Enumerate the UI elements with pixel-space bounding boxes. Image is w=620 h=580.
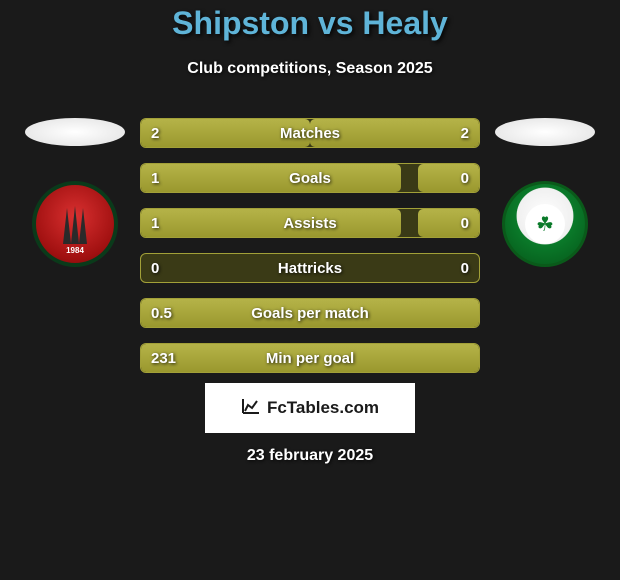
stat-value-right: 2 (461, 125, 469, 142)
date-label: 23 february 2025 (0, 447, 620, 465)
stat-fill-right (418, 164, 479, 192)
stat-value-left: 1 (151, 215, 159, 232)
stat-bar: 1 Goals 0 (140, 163, 480, 193)
stat-value-left: 0 (151, 260, 159, 277)
stat-bar: 2 Matches 2 (140, 118, 480, 148)
subtitle: Club competitions, Season 2025 (0, 60, 620, 78)
badge-text: 1984 (66, 246, 84, 255)
stat-label: Min per goal (266, 350, 354, 367)
brand-text: FcTables.com (267, 398, 379, 418)
stat-value-left: 231 (151, 350, 176, 367)
stat-label: Matches (280, 125, 340, 142)
badge-graphic-icon (55, 204, 95, 244)
page-title: Shipston vs Healy (0, 5, 620, 42)
club-badge-right: ☘ (502, 181, 588, 267)
stat-fill-left (141, 164, 401, 192)
stat-fill-right (418, 209, 479, 237)
stat-value-left: 1 (151, 170, 159, 187)
stat-value-left: 0.5 (151, 305, 172, 322)
stat-label: Hattricks (278, 260, 342, 277)
badge-graphic-icon: ☘ (525, 204, 565, 244)
stat-label: Goals per match (251, 305, 369, 322)
stat-bar: 0 Hattricks 0 (140, 253, 480, 283)
brand-logo: FcTables.com (205, 383, 415, 433)
left-player-col: 1984 (20, 118, 130, 267)
stat-label: Assists (283, 215, 336, 232)
right-player-col: ☘ (490, 118, 600, 267)
stat-value-right: 0 (461, 260, 469, 277)
player-placeholder-left (25, 118, 125, 146)
chart-icon (241, 397, 261, 420)
player-placeholder-right (495, 118, 595, 146)
stat-value-right: 0 (461, 170, 469, 187)
stat-bar: 231 Min per goal (140, 343, 480, 373)
stat-fill-left (141, 209, 401, 237)
stat-value-left: 2 (151, 125, 159, 142)
stats-column: 2 Matches 2 1 Goals 0 1 Assists 0 0 Hattricks 0 0.5 G… (140, 118, 480, 373)
stat-value-right: 0 (461, 215, 469, 232)
content-row: 1984 2 Matches 2 1 Goals 0 1 Assists 0 0 Hattricks… (0, 118, 620, 373)
club-badge-left: 1984 (32, 181, 118, 267)
stat-label: Goals (289, 170, 331, 187)
stat-bar: 1 Assists 0 (140, 208, 480, 238)
stat-bar: 0.5 Goals per match (140, 298, 480, 328)
